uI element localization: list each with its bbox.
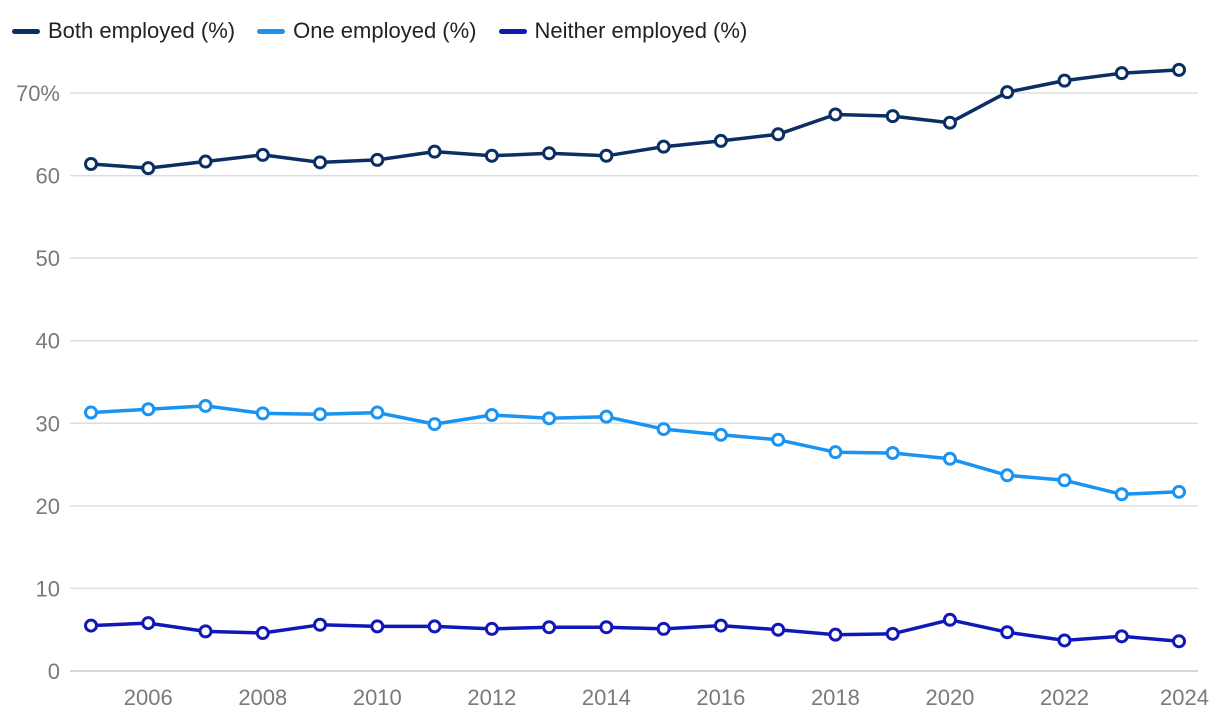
data-point-neither-employed-2019[interactable] bbox=[885, 626, 900, 641]
legend-label-both-employed: Both employed (%) bbox=[48, 18, 236, 43]
data-point-both-employed-2015[interactable] bbox=[656, 139, 671, 154]
y-tick-label-30: 30 bbox=[36, 411, 60, 436]
legend-swatch-one-employed bbox=[257, 28, 286, 34]
x-tick-label-2012: 2012 bbox=[467, 685, 516, 710]
data-point-both-employed-2014[interactable] bbox=[599, 148, 614, 163]
legend-swatch-both-employed bbox=[12, 28, 40, 34]
data-point-one-employed-2014[interactable] bbox=[599, 409, 614, 424]
data-point-both-employed-2024[interactable] bbox=[1172, 62, 1186, 77]
data-point-both-employed-2017[interactable] bbox=[771, 127, 786, 142]
data-point-one-employed-2018[interactable] bbox=[828, 445, 843, 460]
legend-item-neither-employed[interactable]: Neither employed (%) bbox=[498, 18, 748, 44]
legend-label-neither-employed: Neither employed (%) bbox=[534, 18, 748, 43]
data-point-both-employed-2013[interactable] bbox=[542, 146, 557, 161]
data-point-one-employed-2023[interactable] bbox=[1114, 487, 1129, 502]
x-tick-label-2022: 2022 bbox=[1040, 685, 1089, 710]
series-line-neither-employed bbox=[89, 618, 1181, 644]
series-line-one-employed bbox=[89, 404, 1181, 497]
y-tick-label-70: 70% bbox=[16, 81, 60, 106]
series-group bbox=[84, 62, 1186, 649]
data-point-both-employed-2023[interactable] bbox=[1114, 66, 1129, 81]
data-point-neither-employed-2021[interactable] bbox=[1000, 625, 1015, 640]
data-point-neither-employed-2018[interactable] bbox=[828, 627, 843, 642]
data-point-both-employed-2008[interactable] bbox=[255, 147, 270, 162]
data-point-both-employed-2016[interactable] bbox=[713, 133, 728, 148]
chart-legend: Both employed (%) One employed (%) Neith… bbox=[12, 14, 747, 48]
series-line-both-employed bbox=[89, 68, 1181, 170]
data-point-one-employed-2009[interactable] bbox=[313, 407, 328, 422]
data-point-neither-employed-2013[interactable] bbox=[542, 620, 557, 635]
legend-swatch-neither-employed bbox=[498, 28, 527, 34]
y-tick-label-60: 60 bbox=[36, 164, 60, 189]
data-point-both-employed-2021[interactable] bbox=[1000, 85, 1015, 100]
data-point-one-employed-2011[interactable] bbox=[427, 417, 442, 432]
data-point-one-employed-2010[interactable] bbox=[370, 405, 385, 420]
y-tick-label-0: 0 bbox=[48, 659, 60, 684]
data-point-both-employed-2019[interactable] bbox=[885, 109, 900, 124]
data-point-both-employed-2009[interactable] bbox=[313, 155, 328, 170]
legend-label-one-employed: One employed (%) bbox=[293, 18, 477, 43]
data-point-one-employed-2020[interactable] bbox=[942, 451, 957, 466]
gridlines bbox=[70, 92, 1198, 672]
series-both-employed bbox=[84, 62, 1186, 176]
x-tick-label-2006: 2006 bbox=[124, 685, 173, 710]
series-neither-employed bbox=[84, 612, 1186, 649]
data-point-one-employed-2007[interactable] bbox=[198, 398, 213, 413]
data-point-both-employed-2012[interactable] bbox=[484, 148, 499, 163]
data-point-neither-employed-2015[interactable] bbox=[656, 621, 671, 636]
y-tick-label-10: 10 bbox=[36, 576, 60, 601]
x-tick-label-2018: 2018 bbox=[811, 685, 860, 710]
data-point-both-employed-2011[interactable] bbox=[427, 144, 442, 159]
data-point-one-employed-2016[interactable] bbox=[713, 427, 728, 442]
y-tick-label-20: 20 bbox=[36, 494, 60, 519]
series-one-employed bbox=[84, 398, 1186, 502]
x-tick-label-2008: 2008 bbox=[238, 685, 287, 710]
data-point-neither-employed-2024[interactable] bbox=[1172, 634, 1186, 649]
data-point-one-employed-2022[interactable] bbox=[1057, 473, 1072, 488]
x-tick-label-2016: 2016 bbox=[696, 685, 745, 710]
x-tick-label-2024: 2024 bbox=[1160, 685, 1209, 710]
data-point-neither-employed-2017[interactable] bbox=[771, 622, 786, 637]
data-point-both-employed-2022[interactable] bbox=[1057, 73, 1072, 88]
data-point-neither-employed-2005[interactable] bbox=[84, 618, 98, 633]
data-point-one-employed-2024[interactable] bbox=[1172, 484, 1186, 499]
x-tick-label-2020: 2020 bbox=[925, 685, 974, 710]
data-point-both-employed-2018[interactable] bbox=[828, 107, 843, 122]
data-point-both-employed-2006[interactable] bbox=[141, 161, 156, 176]
data-point-neither-employed-2016[interactable] bbox=[713, 618, 728, 633]
data-point-one-employed-2008[interactable] bbox=[255, 406, 270, 421]
data-point-one-employed-2006[interactable] bbox=[141, 402, 156, 417]
data-point-both-employed-2010[interactable] bbox=[370, 152, 385, 167]
data-point-one-employed-2021[interactable] bbox=[1000, 468, 1015, 483]
y-axis: 0 10 20 30 40 50 60 70% bbox=[16, 81, 60, 684]
data-point-both-employed-2005[interactable] bbox=[84, 157, 98, 172]
data-point-neither-employed-2008[interactable] bbox=[255, 626, 270, 641]
data-point-one-employed-2017[interactable] bbox=[771, 432, 786, 447]
data-point-one-employed-2013[interactable] bbox=[542, 411, 557, 426]
data-point-neither-employed-2009[interactable] bbox=[313, 617, 328, 632]
y-tick-label-40: 40 bbox=[36, 329, 60, 354]
data-point-one-employed-2015[interactable] bbox=[656, 422, 671, 437]
legend-item-both-employed[interactable]: Both employed (%) bbox=[12, 18, 235, 44]
data-point-both-employed-2007[interactable] bbox=[198, 154, 213, 169]
data-point-neither-employed-2006[interactable] bbox=[141, 616, 156, 631]
data-point-neither-employed-2014[interactable] bbox=[599, 620, 614, 635]
data-point-neither-employed-2020[interactable] bbox=[942, 612, 957, 627]
legend-item-one-employed[interactable]: One employed (%) bbox=[257, 18, 477, 44]
x-axis: 2006 2008 2010 2012 2014 2016 2018 2020 2022 2024 bbox=[124, 685, 1209, 710]
x-tick-label-2010: 2010 bbox=[353, 685, 402, 710]
data-point-neither-employed-2010[interactable] bbox=[370, 619, 385, 634]
data-point-one-employed-2012[interactable] bbox=[484, 408, 499, 423]
x-tick-label-2014: 2014 bbox=[582, 685, 631, 710]
data-point-one-employed-2019[interactable] bbox=[885, 446, 900, 461]
data-point-neither-employed-2011[interactable] bbox=[427, 619, 442, 634]
data-point-both-employed-2020[interactable] bbox=[942, 115, 957, 130]
data-point-neither-employed-2007[interactable] bbox=[198, 624, 213, 639]
data-point-neither-employed-2012[interactable] bbox=[484, 621, 499, 636]
data-point-neither-employed-2022[interactable] bbox=[1057, 633, 1072, 648]
y-tick-label-50: 50 bbox=[36, 246, 60, 271]
data-point-one-employed-2005[interactable] bbox=[84, 405, 98, 420]
data-point-neither-employed-2023[interactable] bbox=[1114, 629, 1129, 644]
